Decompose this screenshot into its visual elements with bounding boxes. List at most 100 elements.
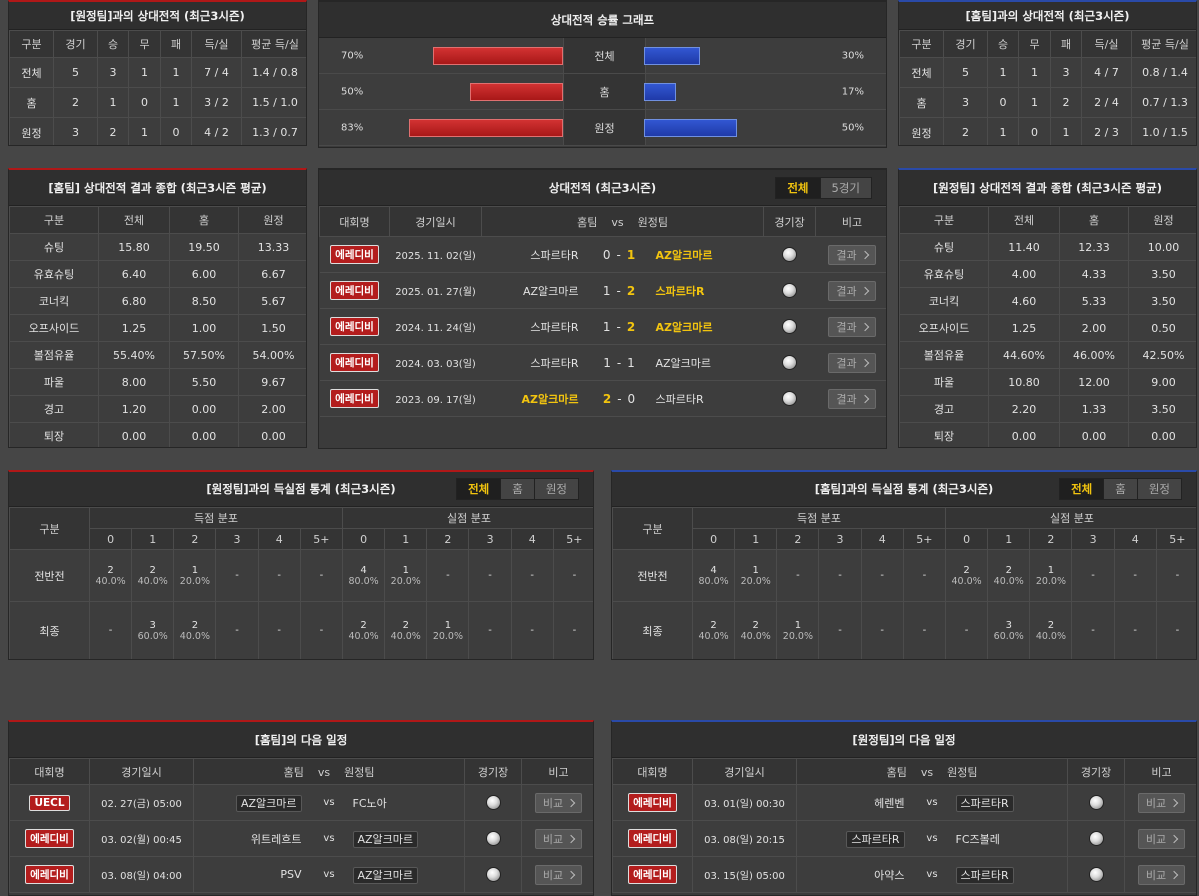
chevron bbox=[860, 250, 869, 259]
stat-table: 구분 전체 홈 원정 슈팅 11.40 12.33 10.00 유효슈팅 4.00 4.33 3.50… bbox=[899, 206, 1196, 447]
vs-cell: vs bbox=[311, 784, 347, 821]
goal-percent: 40.0% bbox=[95, 575, 126, 587]
goal-percent: 20.0% bbox=[432, 630, 463, 642]
tab[interactable]: 전체 bbox=[1060, 479, 1104, 499]
home-score: 2 bbox=[602, 391, 612, 406]
cell: 5.67 bbox=[238, 287, 306, 315]
vs-cell: vs bbox=[311, 820, 347, 857]
cell: 0.00 bbox=[988, 422, 1060, 447]
data-row: 오프사이드 1.25 2.00 0.50 bbox=[899, 314, 1196, 342]
action-button[interactable]: 결과 bbox=[828, 316, 876, 337]
row-label: 홈 bbox=[9, 87, 54, 118]
tab[interactable]: 원정 bbox=[533, 479, 578, 499]
tab[interactable]: 전체 bbox=[776, 177, 820, 198]
data-row: 파울 8.00 5.50 9.67 bbox=[9, 368, 306, 396]
tab[interactable]: 원정 bbox=[1136, 479, 1181, 499]
column-header: 전체 bbox=[98, 206, 170, 234]
home-team-name: 위트레흐트 bbox=[250, 832, 302, 846]
data-row: 슈팅 11.40 12.33 10.00 bbox=[899, 233, 1196, 261]
stadium-cell bbox=[464, 820, 523, 857]
action-cell: 비교 bbox=[521, 784, 593, 821]
button-text: 결과 bbox=[836, 320, 857, 334]
match-row: 에레디비 2023. 09. 17(일) AZ알크마르 2-0 스파르타R 결과 bbox=[319, 380, 886, 417]
header-part: vs bbox=[920, 765, 934, 779]
match-table: 대회명 경기일시 홈팀 vs 원정팀 경기장 비고 에레디비 2025. 11. 02(일) 스파… bbox=[319, 206, 886, 417]
button-text: 비교 bbox=[542, 832, 564, 846]
action-button[interactable]: 결과 bbox=[828, 388, 876, 409]
action-button[interactable]: 결과 bbox=[828, 244, 876, 265]
goal-count: - bbox=[277, 625, 281, 636]
action-button[interactable]: 비교 bbox=[534, 828, 583, 849]
panel-title: [홈팀]의 다음 일정 bbox=[9, 722, 593, 758]
goal-count: - bbox=[838, 570, 842, 581]
home-pct-label: 83% bbox=[341, 122, 364, 133]
cell: 3 / 2 bbox=[191, 87, 242, 118]
title-text: 상대전적 (최근3시즌) bbox=[548, 180, 657, 195]
data-row: 원정 3 2 1 0 4 / 2 1.3 / 0.7 bbox=[9, 117, 306, 145]
stat-table: 구분 전체 홈 원정 슈팅 15.80 19.50 13.33 유효슈팅 6.40 6.00 6.67… bbox=[9, 206, 306, 447]
chevron bbox=[566, 798, 576, 807]
tab[interactable]: 홈 bbox=[1103, 479, 1137, 499]
goals-cell: 2 40.0% bbox=[173, 601, 217, 659]
goals-cell: 2 40.0% bbox=[384, 601, 428, 659]
action-button[interactable]: 비교 bbox=[1137, 828, 1186, 849]
row-label: 원정 bbox=[899, 117, 944, 145]
action-button[interactable]: 비교 bbox=[534, 792, 583, 813]
action-button[interactable]: 비교 bbox=[534, 864, 583, 885]
column-header: 구분 bbox=[899, 206, 989, 234]
home-team-name: 스파르타R bbox=[846, 830, 905, 848]
bucket-header: 4 bbox=[510, 528, 554, 550]
goals-cell: 4 80.0% bbox=[691, 549, 736, 602]
goal-percent: 40.0% bbox=[993, 575, 1024, 587]
column-header: 비고 bbox=[521, 758, 593, 785]
home-pct-label: 70% bbox=[341, 50, 364, 61]
action-button[interactable]: 비교 bbox=[1137, 864, 1186, 885]
goals-cell: - bbox=[468, 549, 512, 602]
stadium-icon bbox=[782, 319, 798, 334]
bucket-header: 5+ bbox=[299, 528, 344, 550]
action-button[interactable]: 비교 bbox=[1137, 792, 1186, 813]
action-button[interactable]: 결과 bbox=[828, 280, 876, 301]
column-header: 평균 득/실 bbox=[1131, 30, 1196, 58]
data-row: 오프사이드 1.25 1.00 1.50 bbox=[9, 314, 306, 342]
goal-count: - bbox=[1091, 570, 1095, 581]
goal-count: 1 bbox=[444, 619, 452, 631]
column-header: 구분 bbox=[899, 30, 944, 58]
goals-cell: 4 80.0% bbox=[342, 549, 386, 602]
chevron bbox=[860, 286, 869, 295]
tab[interactable]: 5경기 bbox=[819, 177, 871, 198]
home-bar bbox=[408, 119, 563, 137]
bucket-header: 3 bbox=[818, 528, 862, 550]
goals-cell: 1 20.0% bbox=[776, 601, 820, 659]
goal-count: - bbox=[838, 625, 842, 636]
action-button[interactable]: 결과 bbox=[828, 352, 876, 373]
cell: 1 bbox=[1018, 57, 1051, 88]
panel-title: [원정팀] 상대전적 결과 종합 (최근3시즌 평균) bbox=[899, 170, 1196, 206]
column-header: 대회명 bbox=[9, 758, 90, 785]
title-text: [홈팀]과의 득실점 통계 (최근3시즌) bbox=[814, 482, 994, 496]
tab[interactable]: 전체 bbox=[457, 479, 501, 499]
bucket-header: 2 bbox=[776, 528, 820, 550]
cell: 5 bbox=[943, 57, 988, 88]
data-row: 코너킥 4.60 5.33 3.50 bbox=[899, 287, 1196, 315]
header-row: 구분 전체 홈 원정 bbox=[899, 206, 1196, 234]
goals-cell: - bbox=[1155, 601, 1196, 659]
away-bar bbox=[644, 47, 700, 65]
league-cell: 에레디비 bbox=[319, 380, 390, 417]
cell: 10.80 bbox=[988, 368, 1060, 396]
fixture-table: 대회명 경기일시 홈팀 vs 원정팀 경기장 비고 에레디비 03. 01(일) 00:30 헤렌… bbox=[612, 758, 1196, 893]
goals-cell: - bbox=[860, 549, 904, 602]
title-text: 상대전적 승률 그래프 bbox=[550, 12, 655, 27]
chevron bbox=[1169, 870, 1179, 879]
cell: 2 bbox=[1050, 87, 1082, 118]
home-team-name: PSV bbox=[280, 868, 302, 881]
header-row: 구분 경기 승 무 패 득/실 평균 득/실 bbox=[899, 30, 1196, 58]
chevron bbox=[860, 322, 869, 331]
home-bar bbox=[432, 47, 563, 65]
goals-cell: - bbox=[426, 549, 470, 602]
vs-cell: vs bbox=[914, 820, 950, 857]
tab[interactable]: 홈 bbox=[500, 479, 534, 499]
cell: 55.40% bbox=[98, 341, 170, 369]
row-label: 볼점유율 bbox=[9, 341, 99, 369]
stadium-icon bbox=[782, 247, 798, 262]
